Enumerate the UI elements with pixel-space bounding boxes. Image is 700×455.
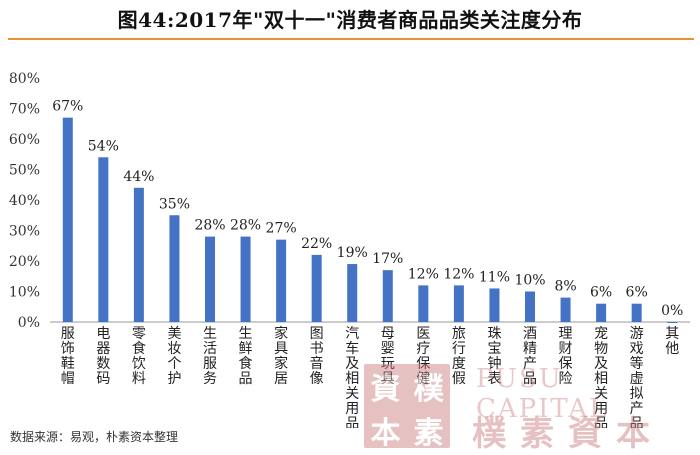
y-tick-label: 20% xyxy=(9,254,40,270)
data-label: 0% xyxy=(661,303,683,319)
data-label: 19% xyxy=(337,245,368,261)
data-label: 6% xyxy=(590,285,612,301)
x-tick-label: 零食饮料 xyxy=(132,326,146,387)
bar xyxy=(596,303,607,322)
bar xyxy=(631,303,642,322)
y-tick-label: 30% xyxy=(9,224,40,240)
bar xyxy=(133,187,144,322)
watermark-seal-char: 資 xyxy=(370,372,401,407)
data-label: 54% xyxy=(88,138,119,154)
watermark-seal-char: 本 xyxy=(370,416,401,451)
data-label: 27% xyxy=(266,221,297,237)
y-tick-label: 60% xyxy=(9,132,40,148)
y-tick-label: 70% xyxy=(9,102,40,118)
data-label: 17% xyxy=(372,251,403,267)
watermark-seal: 資 樸 本 素 xyxy=(364,364,450,451)
data-label: 35% xyxy=(159,196,190,212)
bar xyxy=(489,288,500,322)
y-tick-label: 40% xyxy=(9,193,40,209)
bar xyxy=(560,297,571,322)
x-tick-label: 旅行度假 xyxy=(452,326,466,387)
x-tick-label: 美妆个护 xyxy=(167,326,181,387)
bar xyxy=(418,285,429,322)
x-tick-label: 珠宝钟表 xyxy=(487,326,501,387)
x-tick-label: 其他 xyxy=(665,326,679,357)
bar xyxy=(240,236,251,322)
data-label: 28% xyxy=(230,218,261,234)
y-tick-label: 80% xyxy=(9,71,40,87)
data-label: 12% xyxy=(443,266,474,282)
watermark-seal-char: 素 xyxy=(413,416,444,451)
x-tick-label: 图书音像 xyxy=(310,326,324,387)
x-tick-label: 汽车及相关用品 xyxy=(345,326,359,428)
y-tick-label: 0% xyxy=(18,315,40,331)
x-tick-label: 宠物及相关用品 xyxy=(594,326,608,428)
bar xyxy=(311,254,322,322)
chart-title: 图44:2017年"双十一"消费者商品品类关注度分布 xyxy=(117,8,583,32)
data-label: 11% xyxy=(479,269,510,285)
title-divider xyxy=(8,38,694,40)
watermark-english: PUSU CAPITAL xyxy=(476,364,609,424)
x-tick-label: 医疗保健 xyxy=(416,326,430,387)
x-tick-label: 生活服务 xyxy=(203,326,217,387)
bar xyxy=(453,285,464,322)
watermark-chinese: 樸素資本 xyxy=(472,414,664,454)
watermark-seal-char: 樸 xyxy=(413,372,444,407)
data-label: 10% xyxy=(514,273,545,289)
data-label: 8% xyxy=(554,279,576,295)
x-tick-label: 家具家居 xyxy=(274,325,288,387)
x-tick-label: 游戏等虚拟产品 xyxy=(630,326,644,428)
data-label: 67% xyxy=(52,99,83,115)
data-label: 22% xyxy=(301,236,332,252)
bar xyxy=(347,264,358,322)
source-note: 数据来源：易观，朴素资本整理 xyxy=(10,430,179,444)
x-tick-label: 酒精产品 xyxy=(523,326,537,387)
x-tick-label: 生鲜食品 xyxy=(239,326,253,387)
data-label: 44% xyxy=(123,169,154,185)
y-tick-label: 10% xyxy=(9,285,40,301)
bar xyxy=(382,270,393,322)
bar xyxy=(667,322,678,323)
y-tick-label: 50% xyxy=(9,163,40,179)
bar xyxy=(276,239,287,322)
x-tick-label: 服饰鞋帽 xyxy=(61,326,75,387)
bar xyxy=(205,236,215,322)
x-tick-label: 理财保险 xyxy=(559,326,573,387)
data-label: 28% xyxy=(194,218,225,234)
bar-chart: 0% 10% 20% 30% 40% 50% 60% 70% 80% 67% 服饰鞋帽 54% 电器数码… xyxy=(9,71,690,428)
data-label: 12% xyxy=(408,266,439,282)
x-tick-label: 电器数码 xyxy=(96,326,110,387)
bar xyxy=(169,215,180,322)
bar xyxy=(62,117,73,323)
data-label: 6% xyxy=(626,285,648,301)
bar xyxy=(525,291,535,322)
bar xyxy=(98,157,109,322)
x-tick-label: 母婴玩具 xyxy=(381,326,395,387)
